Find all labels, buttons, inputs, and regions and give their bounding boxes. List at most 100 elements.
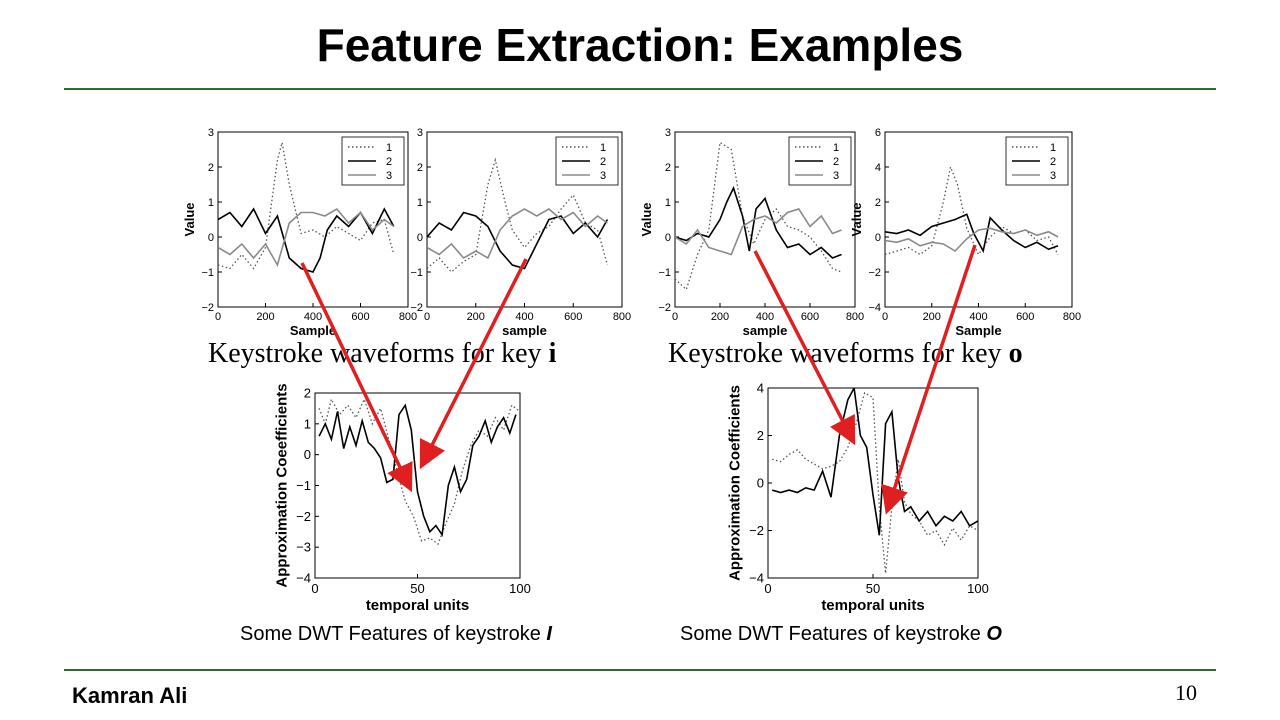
x-tick-label: 600	[801, 311, 819, 323]
y-tick-label: 1	[208, 197, 214, 209]
y-tick-label: −2	[658, 302, 671, 314]
y-tick-label: −4	[868, 302, 881, 314]
legend-label-3: 3	[600, 170, 606, 182]
series-line-1	[218, 142, 395, 270]
x-tick-label: 200	[256, 311, 274, 323]
y-tick-label: −1	[410, 267, 423, 279]
y-tick-label: 1	[417, 197, 423, 209]
y-axis-label: Approximation Coeefficients	[273, 383, 290, 587]
x-tick-label: 100	[967, 581, 989, 596]
y-tick-label: 0	[208, 232, 214, 244]
x-tick-label: 200	[711, 311, 729, 323]
plot-frame	[767, 387, 979, 579]
y-tick-label: −1	[296, 478, 311, 493]
x-tick-label: 100	[509, 581, 531, 596]
series-line-1	[318, 397, 520, 546]
y-tick-label: 2	[875, 197, 881, 209]
series-line-1	[772, 391, 978, 574]
slide-title: Feature Extraction: Examples	[316, 19, 964, 71]
chart-wave-o-2: 0 200 400 600 800 −4 −2 0 2 4 6 Sample Value 1 2 3	[849, 127, 1081, 338]
x-tick-label: 50	[410, 581, 424, 596]
y-tick-label: 6	[875, 127, 881, 139]
x-tick-label: 600	[564, 311, 582, 323]
legend-label-3: 3	[833, 170, 839, 182]
y-tick-label: 2	[665, 162, 671, 174]
y-tick-label: −4	[749, 571, 764, 586]
series-line-2	[771, 388, 978, 536]
x-axis-label: Sample	[955, 323, 1001, 338]
waveform-caption-o-key: o	[1008, 338, 1023, 369]
series-line-3	[885, 227, 1059, 253]
y-tick-label: 1	[304, 416, 311, 431]
y-tick-label: 0	[665, 232, 671, 244]
x-axis-label: sample	[502, 323, 547, 338]
y-tick-label: 2	[304, 386, 311, 401]
title-divider	[64, 88, 1216, 90]
y-tick-label: −2	[201, 302, 214, 314]
y-tick-label: 3	[417, 127, 423, 139]
y-tick-label: 1	[665, 197, 671, 209]
y-tick-label: 0	[304, 447, 311, 462]
dwt-caption-i-text: Some DWT Features of keystroke	[240, 623, 541, 645]
y-tick-label: −1	[201, 267, 214, 279]
y-tick-label: 4	[875, 162, 881, 174]
footer-divider	[64, 669, 1216, 671]
legend-label-3: 3	[1050, 170, 1056, 182]
x-tick-label: 600	[1016, 311, 1034, 323]
y-tick-label: 4	[757, 381, 764, 396]
x-tick-label: 0	[215, 311, 221, 323]
chart-wave-i-2: 0 200 400 600 800 −2 −1 0 1 2 3 sample 1 2 3	[410, 127, 631, 338]
series-line-3	[218, 207, 395, 268]
x-axis-label: temporal units	[366, 597, 469, 614]
y-tick-label: −2	[296, 509, 311, 524]
series-line-3	[675, 208, 842, 256]
y-tick-label: 3	[208, 127, 214, 139]
y-tick-label: 2	[208, 162, 214, 174]
x-tick-label: 0	[672, 311, 678, 323]
y-axis-label: Value	[849, 203, 864, 237]
author-name: Kamran Ali	[72, 683, 188, 708]
legend-label-2: 2	[833, 156, 839, 168]
chart-dwt-o: 0 50 100 −4 −2 0 2 4 temporal units Approximation…	[726, 381, 989, 614]
waveform-caption-i-text: Keystroke waveforms for key	[208, 338, 542, 369]
x-tick-label: 800	[613, 311, 631, 323]
x-axis-label: Sample	[290, 323, 336, 338]
y-axis-label: Approximation Coefficients	[726, 385, 743, 581]
x-axis-label: sample	[743, 323, 788, 338]
x-tick-label: 400	[969, 311, 987, 323]
y-axis-label: Value	[639, 203, 654, 237]
page-number: 10	[1175, 680, 1197, 705]
x-tick-label: 0	[311, 581, 318, 596]
legend-label-1: 1	[1050, 142, 1056, 154]
legend-label-2: 2	[386, 156, 392, 168]
y-tick-label: 3	[665, 127, 671, 139]
y-tick-label: 0	[757, 476, 764, 491]
y-tick-label: −2	[749, 523, 764, 538]
dwt-caption-i-key: I	[546, 623, 552, 645]
legend-label-3: 3	[386, 170, 392, 182]
y-tick-label: −2	[868, 267, 881, 279]
y-tick-label: −2	[410, 302, 423, 314]
x-tick-label: 200	[923, 311, 941, 323]
series-line-3	[427, 208, 608, 260]
x-tick-label: 400	[515, 311, 533, 323]
chart-dwt-i: 0 50 100 −4 −3 −2 −1 0 1 2 temporal units Approxima…	[273, 383, 531, 614]
x-tick-label: 0	[424, 311, 430, 323]
y-tick-label: 2	[417, 162, 423, 174]
x-tick-label: 600	[351, 311, 369, 323]
waveform-caption-o-text: Keystroke waveforms for key	[668, 338, 1002, 369]
y-tick-label: −1	[658, 267, 671, 279]
x-tick-label: 800	[1063, 311, 1081, 323]
dwt-caption-o: Some DWT Features of keystroke O	[680, 623, 1002, 646]
y-tick-label: 2	[757, 428, 764, 443]
y-tick-label: −3	[296, 540, 311, 555]
x-tick-label: 0	[764, 581, 771, 596]
legend-label-2: 2	[600, 156, 606, 168]
x-tick-label: 0	[882, 311, 888, 323]
y-tick-label: 0	[417, 232, 423, 244]
x-tick-label: 200	[467, 311, 485, 323]
